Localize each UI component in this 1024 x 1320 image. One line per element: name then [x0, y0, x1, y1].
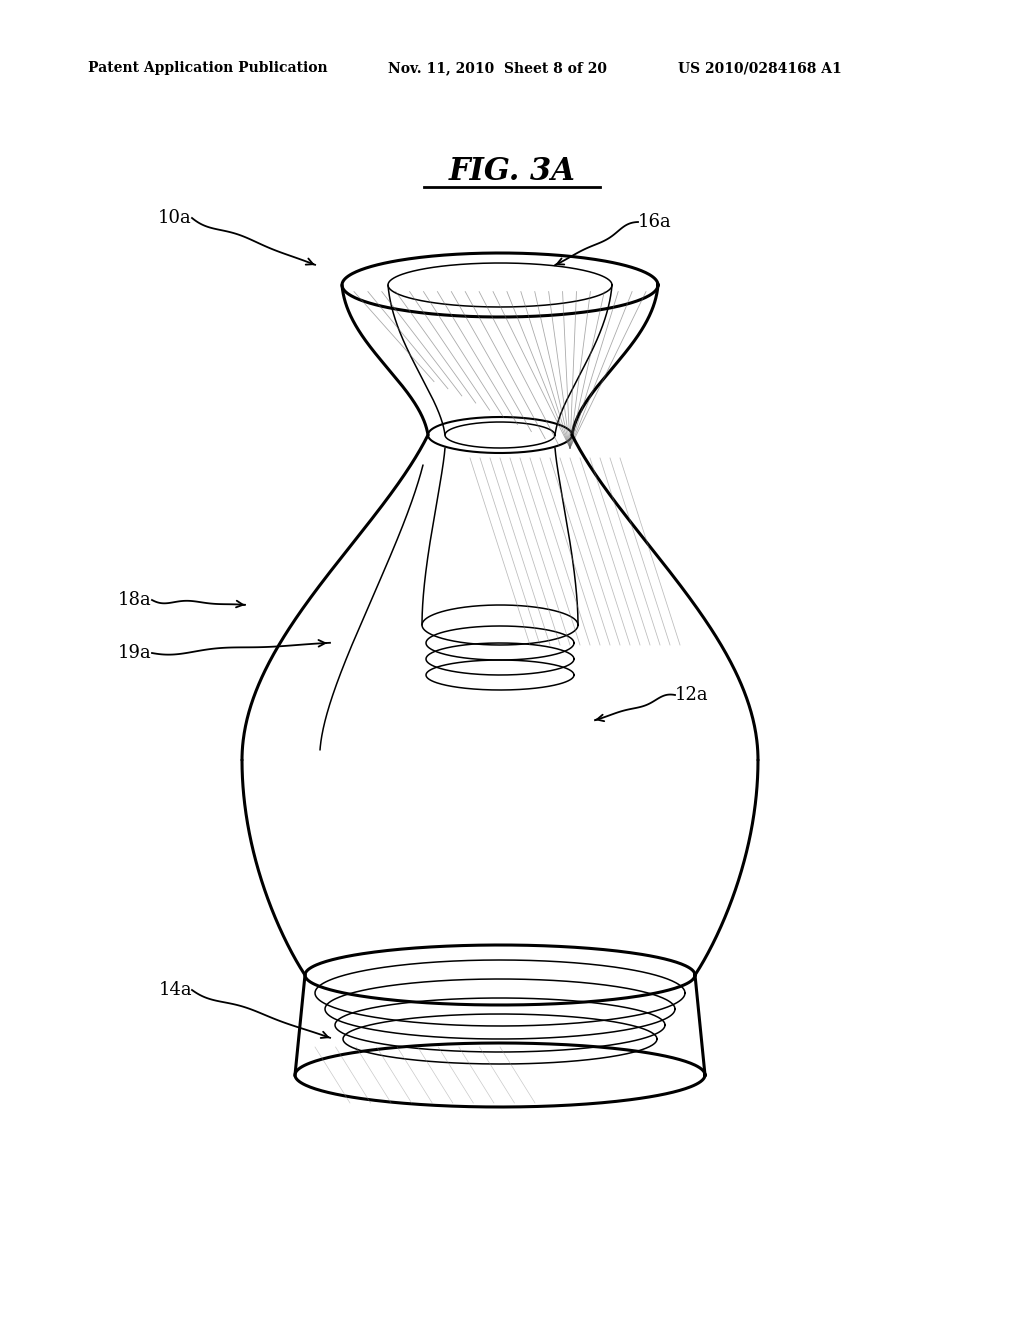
Text: 19a: 19a [118, 644, 152, 663]
Text: FIG. 3A: FIG. 3A [449, 157, 575, 187]
Text: 10a: 10a [159, 209, 193, 227]
Text: 18a: 18a [118, 591, 152, 609]
Text: 14a: 14a [159, 981, 193, 999]
Text: 16a: 16a [638, 213, 672, 231]
Text: Patent Application Publication: Patent Application Publication [88, 61, 328, 75]
Text: Nov. 11, 2010  Sheet 8 of 20: Nov. 11, 2010 Sheet 8 of 20 [388, 61, 607, 75]
Text: US 2010/0284168 A1: US 2010/0284168 A1 [678, 61, 842, 75]
Text: 12a: 12a [675, 686, 709, 704]
